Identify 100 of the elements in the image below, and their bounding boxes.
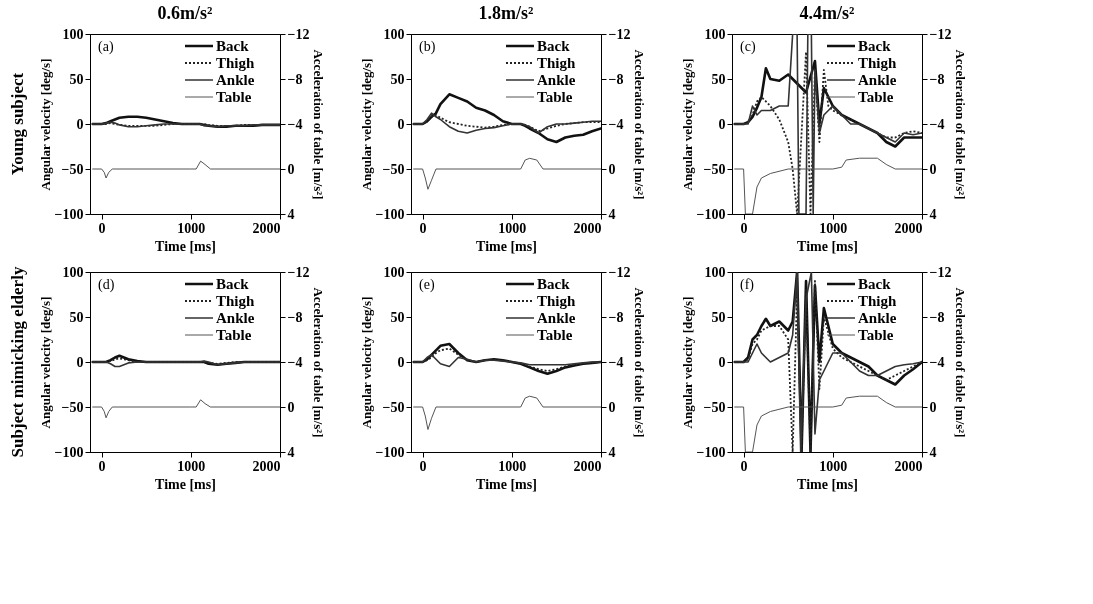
y2-tick-label: 0 xyxy=(287,399,295,415)
chart-title: 1.8m/s² xyxy=(478,3,534,23)
x-tick-label: 0 xyxy=(419,220,427,236)
legend-label: Ankle xyxy=(858,310,897,326)
y2-tick-label: −12 xyxy=(287,264,310,280)
y2-tick-label: 0 xyxy=(929,161,937,177)
y2-tick-label: −12 xyxy=(929,26,952,42)
y2-tick-label: −4 xyxy=(929,354,945,370)
y2-tick-label: −8 xyxy=(287,71,303,87)
legend-label: Ankle xyxy=(537,72,576,88)
x-tick-label: 1000 xyxy=(819,458,848,474)
legend-label: Ankle xyxy=(858,72,897,88)
legend-label: Thigh xyxy=(537,293,577,309)
legend-label: Ankle xyxy=(537,310,576,326)
x-tick-label: 1000 xyxy=(177,458,206,474)
y2-tick-label: −8 xyxy=(287,309,303,325)
x-tick-label: 0 xyxy=(740,220,748,236)
y2-axis-title: Acceleration of table [m/s²] xyxy=(632,287,648,438)
y-tick-label: 0 xyxy=(397,116,405,132)
x-axis-title: Time [ms] xyxy=(155,238,216,254)
y-tick-label: 100 xyxy=(704,264,726,280)
y-tick-label: −50 xyxy=(703,399,726,415)
legend-label: Back xyxy=(216,38,250,54)
chart-title: 0.6m/s² xyxy=(157,3,213,23)
y2-tick-label: −8 xyxy=(608,71,624,87)
legend-label: Thigh xyxy=(537,55,577,71)
text: Young subject xyxy=(8,72,27,176)
annotation: (a) xyxy=(98,39,114,55)
y-tick-label: −100 xyxy=(375,444,405,460)
x-tick-label: 2000 xyxy=(573,220,602,236)
y2-tick-label: 4 xyxy=(287,444,295,460)
y-tick-label: 50 xyxy=(390,71,405,87)
y2-tick-label: 0 xyxy=(929,399,937,415)
x-tick-label: 1000 xyxy=(498,220,527,236)
x-tick-label: 1000 xyxy=(819,220,848,236)
y2-axis-title: Acceleration of table [m/s²] xyxy=(953,287,969,438)
y-tick-label: 50 xyxy=(711,309,726,325)
y-tick-label: −100 xyxy=(375,206,405,222)
legend-label: Table xyxy=(858,89,894,105)
y2-tick-label: −12 xyxy=(287,26,310,42)
y-tick-label: 100 xyxy=(383,264,405,280)
x-axis-title: Time [ms] xyxy=(155,476,216,492)
y-axis-title: Angular velocity [deg/s] xyxy=(37,296,53,429)
y-tick-label: 100 xyxy=(62,264,84,280)
y2-tick-label: −12 xyxy=(608,26,631,42)
annotation: (c) xyxy=(740,39,756,55)
legend-label: Back xyxy=(216,276,250,292)
legend-label: Back xyxy=(858,276,892,292)
legend-label: Table xyxy=(537,89,573,105)
x-tick-label: 2000 xyxy=(894,458,923,474)
y-axis-title: Angular velocity [deg/s] xyxy=(358,58,374,191)
annotation: (e) xyxy=(419,277,435,293)
x-tick-label: 0 xyxy=(98,458,106,474)
legend-label: Back xyxy=(858,38,892,54)
y-tick-label: 50 xyxy=(390,309,405,325)
x-tick-label: 1000 xyxy=(177,220,206,236)
y2-tick-label: −4 xyxy=(929,116,945,132)
x-tick-label: 0 xyxy=(419,458,427,474)
legend-label: Back xyxy=(537,276,571,292)
y2-axis-title: Acceleration of table [m/s²] xyxy=(311,49,327,200)
x-tick-label: 2000 xyxy=(252,458,281,474)
y-tick-label: −50 xyxy=(382,399,405,415)
y-tick-label: −100 xyxy=(54,444,84,460)
legend-label: Table xyxy=(216,89,252,105)
y2-tick-label: 4 xyxy=(287,206,295,222)
y-tick-label: 100 xyxy=(383,26,405,42)
legend-label: Thigh xyxy=(858,293,898,309)
legend-label: Table xyxy=(216,327,252,343)
y-axis-title: Angular velocity [deg/s] xyxy=(37,58,53,191)
legend-label: Thigh xyxy=(858,55,898,71)
y-tick-label: −50 xyxy=(703,161,726,177)
y-tick-label: 50 xyxy=(69,71,84,87)
x-tick-label: 0 xyxy=(98,220,106,236)
y2-tick-label: 0 xyxy=(608,399,616,415)
legend-label: Table xyxy=(858,327,894,343)
y2-tick-label: 4 xyxy=(929,444,937,460)
y2-tick-label: 4 xyxy=(608,444,616,460)
y2-tick-label: 0 xyxy=(287,161,295,177)
y2-tick-label: −8 xyxy=(929,71,945,87)
y2-axis-title: Acceleration of table [m/s²] xyxy=(632,49,648,200)
y-tick-label: −50 xyxy=(382,161,405,177)
y2-axis-title: Acceleration of table [m/s²] xyxy=(953,49,969,200)
y-tick-label: −100 xyxy=(54,206,84,222)
x-axis-title: Time [ms] xyxy=(797,476,858,492)
y-tick-label: 0 xyxy=(718,116,726,132)
y2-tick-label: −4 xyxy=(287,116,303,132)
x-tick-label: 1000 xyxy=(498,458,527,474)
y-tick-label: −100 xyxy=(696,444,726,460)
legend-label: Table xyxy=(537,327,573,343)
y-axis-title: Angular velocity [deg/s] xyxy=(358,296,374,429)
y-tick-label: 0 xyxy=(76,116,84,132)
y2-tick-label: −12 xyxy=(929,264,952,280)
x-tick-label: 0 xyxy=(740,458,748,474)
y2-tick-label: 4 xyxy=(929,206,937,222)
x-tick-label: 2000 xyxy=(573,458,602,474)
legend-label: Thigh xyxy=(216,55,256,71)
y2-tick-label: −4 xyxy=(608,354,624,370)
y-tick-label: −50 xyxy=(61,399,84,415)
y-tick-label: 50 xyxy=(711,71,726,87)
y2-tick-label: −4 xyxy=(287,354,303,370)
